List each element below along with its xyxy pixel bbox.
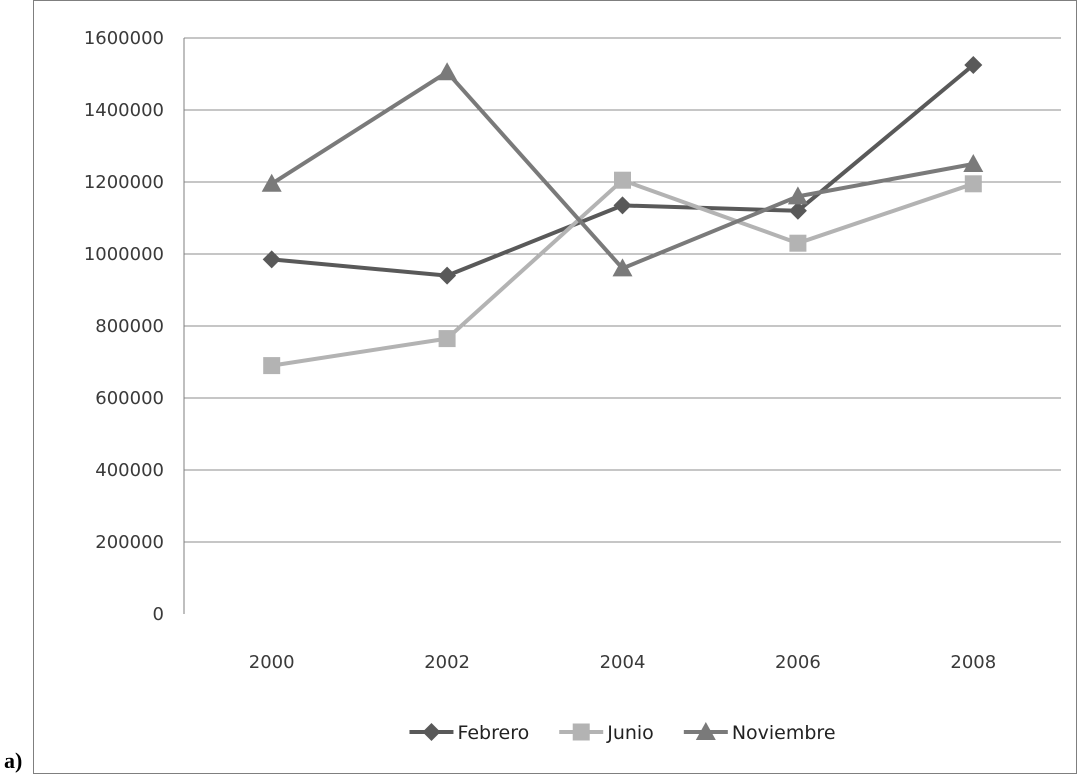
x-tick-labels: 2000 2002 2004 2006 2008 [249, 652, 996, 673]
data-point [787, 186, 808, 205]
legend-marker [572, 723, 590, 741]
data-point [614, 171, 631, 189]
data-point [263, 357, 281, 375]
series [261, 56, 984, 375]
data-point [612, 258, 633, 277]
y-tick-label: 1200000 [84, 172, 164, 193]
y-tick-label: 200000 [95, 532, 164, 553]
x-tick-label: 2008 [950, 652, 996, 673]
x-tick-label: 2006 [775, 652, 821, 673]
legend-label: Junio [606, 722, 654, 744]
legend-marker [422, 723, 441, 741]
legend-entry-febrero: Febrero [409, 722, 529, 744]
x-tick-label: 2002 [424, 652, 470, 673]
data-point [438, 266, 457, 285]
panel-label: a) [4, 748, 23, 773]
y-tick-label: 800000 [95, 316, 164, 337]
legend-entry-noviembre: Noviembre [683, 722, 836, 744]
legend-label: Noviembre [732, 722, 836, 744]
data-point [789, 234, 807, 252]
y-tick-label: 1600000 [84, 28, 164, 49]
series-junio [263, 171, 982, 375]
y-tick-labels: 0 200000 400000 600000 800000 1000000 1200000 1… [84, 28, 164, 625]
chart-frame [33, 0, 1077, 774]
y-tick-label: 600000 [95, 388, 164, 409]
series-line [270, 70, 974, 271]
data-point [262, 250, 281, 269]
legend-marker [695, 722, 716, 740]
y-tick-label: 1400000 [84, 100, 164, 121]
y-tick-label: 0 [153, 604, 164, 625]
series-line [271, 63, 975, 278]
x-tick-label: 2004 [600, 652, 646, 673]
data-point [613, 196, 632, 215]
legend-label: Febrero [457, 722, 529, 744]
y-tick-label: 400000 [95, 460, 164, 481]
gridlines [184, 37, 1061, 543]
data-point [964, 56, 983, 74]
series-noviembre [261, 62, 984, 277]
x-tick-label: 2000 [249, 652, 295, 673]
series-febrero [262, 56, 983, 285]
legend: Febrero Junio Noviembre [409, 722, 836, 744]
data-point [964, 175, 982, 193]
data-point [261, 173, 282, 192]
data-point [963, 154, 984, 172]
legend-entry-junio: Junio [559, 722, 654, 744]
data-point [437, 62, 458, 81]
data-point [788, 201, 807, 220]
y-tick-label: 1000000 [84, 244, 164, 265]
data-point [438, 330, 456, 348]
